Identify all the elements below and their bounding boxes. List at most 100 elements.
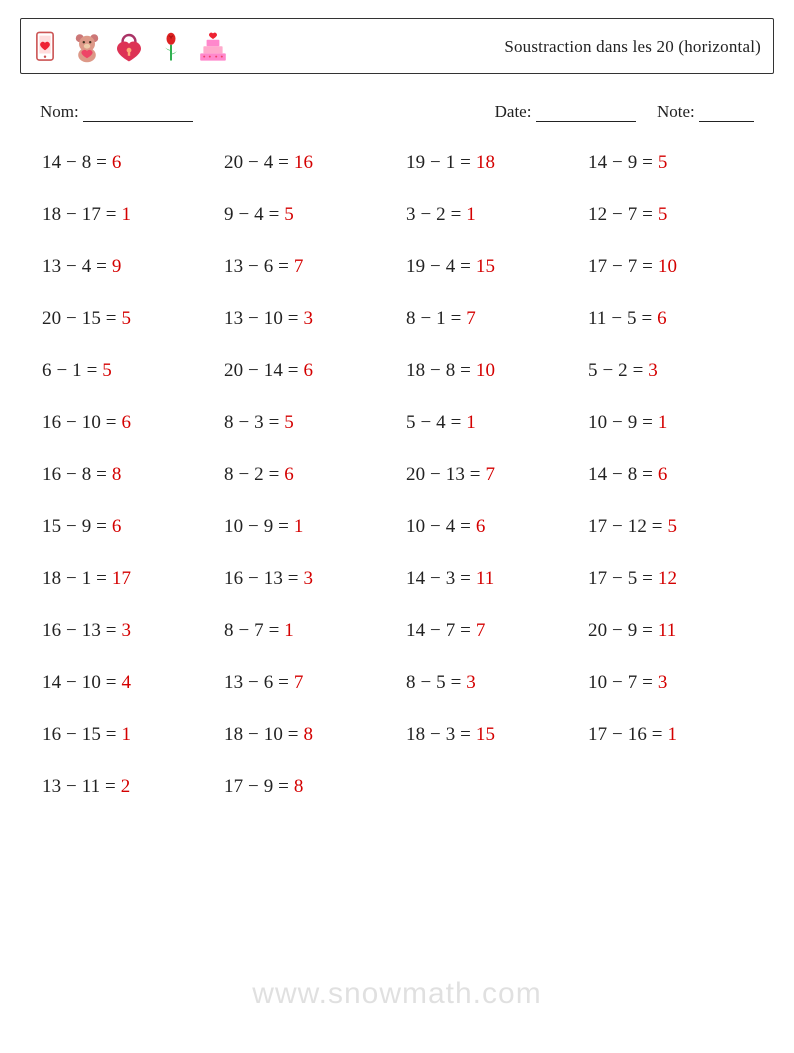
date-label: Date: [495,102,532,121]
problem: 13 − 10 = 3 [224,308,398,330]
watermark: www.snowmath.com [0,977,794,1011]
note-blank[interactable] [699,103,754,122]
problems-grid: 14 − 8 = 6 20 − 4 = 16 19 − 1 = 18 14 − 9 =… [42,152,762,798]
answer: 6 [303,360,313,381]
problem: 18 − 1 = 17 [42,568,216,590]
answer: 5 [658,152,668,173]
problem: 13 − 11 = 2 [42,776,216,798]
answer: 15 [476,724,495,745]
problem: 10 − 7 = 3 [588,672,762,694]
answer: 2 [121,776,131,797]
problem: 10 − 4 = 6 [406,516,580,538]
answer: 6 [657,308,667,329]
problem: 18 − 8 = 10 [406,360,580,382]
problem: 8 − 3 = 5 [224,412,398,434]
answer: 7 [294,256,304,277]
answer: 1 [284,620,294,641]
answer: 1 [658,412,668,433]
header-box: Soustraction dans les 20 (horizontal) [20,18,774,74]
problem: 18 − 10 = 8 [224,724,398,746]
meta-row: Nom: Date: Note: [40,102,754,122]
problem: 8 − 2 = 6 [224,464,398,486]
problem: 14 − 8 = 6 [42,152,216,174]
answer: 8 [112,464,122,485]
problem: 20 − 14 = 6 [224,360,398,382]
date-blank[interactable] [536,103,636,122]
answer: 8 [303,724,313,745]
problem: 15 − 9 = 6 [42,516,216,538]
answer: 1 [466,204,476,225]
problem: 14 − 8 = 6 [588,464,762,486]
problem: 8 − 7 = 1 [224,620,398,642]
problem: 17 − 16 = 1 [588,724,762,746]
answer: 8 [294,776,304,797]
answer: 10 [476,360,495,381]
phone-heart-icon [29,29,61,65]
answer: 3 [466,672,476,693]
answer: 6 [476,516,486,537]
answer: 10 [658,256,677,277]
problem: 16 − 15 = 1 [42,724,216,746]
answer: 12 [658,568,677,589]
problem: 16 − 13 = 3 [224,568,398,590]
problem: 13 − 4 = 9 [42,256,216,278]
problem: 10 − 9 = 1 [224,516,398,538]
answer: 6 [121,412,131,433]
problem: 8 − 5 = 3 [406,672,580,694]
answer: 5 [121,308,131,329]
answer: 5 [102,360,112,381]
header-icons [29,29,229,65]
answer: 3 [648,360,658,381]
wedding-cake-icon [197,29,229,65]
answer: 17 [112,568,131,589]
answer: 6 [112,516,122,537]
problem: 17 − 5 = 12 [588,568,762,590]
problem: 17 − 12 = 5 [588,516,762,538]
problem: 14 − 9 = 5 [588,152,762,174]
answer: 7 [476,620,486,641]
answer: 3 [658,672,668,693]
answer: 1 [121,204,131,225]
answer: 1 [121,724,131,745]
problem: 17 − 7 = 10 [588,256,762,278]
worksheet-page: Soustraction dans les 20 (horizontal) No… [0,0,794,1053]
answer: 11 [476,568,495,589]
teddy-bear-icon [71,29,103,65]
problem: 6 − 1 = 5 [42,360,216,382]
problem: 5 − 4 = 1 [406,412,580,434]
answer: 16 [294,152,313,173]
rose-icon [155,29,187,65]
note-label: Note: [657,102,695,121]
problem: 12 − 7 = 5 [588,204,762,226]
name-blank[interactable] [83,103,193,122]
problem: 9 − 4 = 5 [224,204,398,226]
problem: 19 − 1 = 18 [406,152,580,174]
answer: 7 [466,308,476,329]
problem: 19 − 4 = 15 [406,256,580,278]
problem: 20 − 15 = 5 [42,308,216,330]
answer: 3 [121,620,131,641]
problem: 20 − 13 = 7 [406,464,580,486]
problem: 17 − 9 = 8 [224,776,398,798]
answer: 6 [658,464,668,485]
problem: 16 − 13 = 3 [42,620,216,642]
answer: 6 [112,152,122,173]
problem: 14 − 3 = 11 [406,568,580,590]
problem: 5 − 2 = 3 [588,360,762,382]
problem: 10 − 9 = 1 [588,412,762,434]
heart-lock-icon [113,29,145,65]
problem: 8 − 1 = 7 [406,308,580,330]
answer: 3 [303,308,313,329]
answer: 7 [485,464,495,485]
name-label: Nom: [40,102,79,121]
problem: 13 − 6 = 7 [224,672,398,694]
problem: 3 − 2 = 1 [406,204,580,226]
answer: 1 [466,412,476,433]
answer: 11 [658,620,677,641]
problem: 20 − 4 = 16 [224,152,398,174]
answer: 15 [476,256,495,277]
worksheet-title: Soustraction dans les 20 (horizontal) [504,37,761,57]
problem: 11 − 5 = 6 [588,308,762,330]
date-note-field: Date: Note: [495,102,754,122]
problem: 18 − 17 = 1 [42,204,216,226]
